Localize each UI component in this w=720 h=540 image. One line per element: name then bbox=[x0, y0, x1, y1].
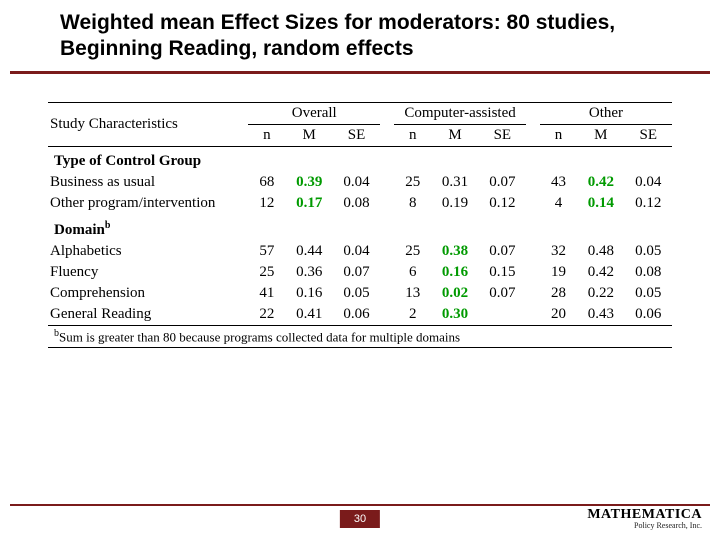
subhdr-n: n bbox=[248, 124, 285, 146]
table-row: Comprehension410.160.05130.020.07280.220… bbox=[48, 283, 672, 304]
row-label: Business as usual bbox=[48, 172, 234, 193]
row-label: Other program/intervention bbox=[48, 193, 234, 214]
cell-se: 0.05 bbox=[625, 283, 673, 304]
cell-n: 68 bbox=[248, 172, 285, 193]
cell-m: 0.43 bbox=[577, 304, 624, 326]
cell-n: 25 bbox=[248, 262, 285, 283]
cell-n: 6 bbox=[394, 262, 431, 283]
cell-m: 0.19 bbox=[431, 193, 478, 214]
cell-se: 0.12 bbox=[625, 193, 673, 214]
cell-m: 0.36 bbox=[286, 262, 333, 283]
cell-n: 12 bbox=[248, 193, 285, 214]
cell-se: 0.07 bbox=[479, 172, 526, 193]
cell-se: 0.15 bbox=[479, 262, 526, 283]
effects-table: Study Characteristics Overall Computer-a… bbox=[48, 102, 672, 348]
cell-m: 0.42 bbox=[577, 172, 624, 193]
subhdr-se: SE bbox=[625, 124, 673, 146]
cell-n: 25 bbox=[394, 241, 431, 262]
table-row: Other program/intervention120.170.0880.1… bbox=[48, 193, 672, 214]
table-container: Study Characteristics Overall Computer-a… bbox=[0, 74, 720, 348]
row-label: Alphabetics bbox=[48, 241, 234, 262]
subhdr-se: SE bbox=[333, 124, 380, 146]
cell-m: 0.14 bbox=[577, 193, 624, 214]
subhdr-se: SE bbox=[479, 124, 526, 146]
cell-se: 0.07 bbox=[479, 283, 526, 304]
header-group-computer: Computer-assisted bbox=[394, 102, 526, 124]
slide-title: Weighted mean Effect Sizes for moderator… bbox=[0, 0, 720, 71]
section-header: Type of Control Group bbox=[48, 146, 672, 172]
cell-m: 0.44 bbox=[286, 241, 333, 262]
cell-m: 0.17 bbox=[286, 193, 333, 214]
cell-n: 22 bbox=[248, 304, 285, 326]
cell-se: 0.12 bbox=[479, 193, 526, 214]
header-row-groups: Study Characteristics Overall Computer-a… bbox=[48, 102, 672, 124]
cell-n: 2 bbox=[394, 304, 431, 326]
table-row: General Reading220.410.0620.30200.430.06 bbox=[48, 304, 672, 326]
cell-n: 19 bbox=[540, 262, 577, 283]
row-label: General Reading bbox=[48, 304, 234, 326]
footer: 30 MATHEMATICA Policy Research, Inc. bbox=[0, 504, 720, 540]
cell-se: 0.06 bbox=[333, 304, 380, 326]
cell-se: 0.06 bbox=[625, 304, 673, 326]
cell-m: 0.42 bbox=[577, 262, 624, 283]
cell-n: 8 bbox=[394, 193, 431, 214]
cell-se: 0.08 bbox=[625, 262, 673, 283]
row-label: Fluency bbox=[48, 262, 234, 283]
footnote-row: bSum is greater than 80 because programs… bbox=[48, 325, 672, 347]
cell-n: 20 bbox=[540, 304, 577, 326]
subhdr-m: M bbox=[431, 124, 478, 146]
subhdr-n: n bbox=[394, 124, 431, 146]
cell-se: 0.05 bbox=[333, 283, 380, 304]
subhdr-m: M bbox=[577, 124, 624, 146]
logo-sub: Policy Research, Inc. bbox=[587, 522, 702, 530]
footnote-text: Sum is greater than 80 because programs … bbox=[59, 329, 460, 344]
table-row: Fluency 250.360.07 60.160.15 190.420.08 bbox=[48, 262, 672, 283]
cell-n: 13 bbox=[394, 283, 431, 304]
cell-n: 41 bbox=[248, 283, 285, 304]
header-group-overall: Overall bbox=[248, 102, 380, 124]
page-number: 30 bbox=[340, 510, 380, 528]
cell-n: 57 bbox=[248, 241, 285, 262]
cell-se bbox=[479, 304, 526, 326]
cell-n: 28 bbox=[540, 283, 577, 304]
cell-se: 0.08 bbox=[333, 193, 380, 214]
cell-m: 0.38 bbox=[431, 241, 478, 262]
footer-rule bbox=[10, 504, 710, 506]
subhdr-m: M bbox=[286, 124, 333, 146]
cell-se: 0.07 bbox=[479, 241, 526, 262]
header-study-characteristics: Study Characteristics bbox=[48, 102, 234, 146]
cell-n: 43 bbox=[540, 172, 577, 193]
logo: MATHEMATICA Policy Research, Inc. bbox=[587, 508, 702, 530]
cell-m: 0.31 bbox=[431, 172, 478, 193]
cell-m: 0.02 bbox=[431, 283, 478, 304]
cell-se: 0.07 bbox=[333, 262, 380, 283]
section-header: Domainb bbox=[48, 214, 672, 241]
cell-m: 0.16 bbox=[286, 283, 333, 304]
cell-m: 0.39 bbox=[286, 172, 333, 193]
cell-n: 4 bbox=[540, 193, 577, 214]
row-label: Comprehension bbox=[48, 283, 234, 304]
cell-n: 32 bbox=[540, 241, 577, 262]
cell-m: 0.30 bbox=[431, 304, 478, 326]
cell-se: 0.04 bbox=[333, 172, 380, 193]
cell-se: 0.04 bbox=[333, 241, 380, 262]
cell-m: 0.48 bbox=[577, 241, 624, 262]
cell-se: 0.05 bbox=[625, 241, 673, 262]
table-row: Business as usual680.390.04250.310.07430… bbox=[48, 172, 672, 193]
subhdr-n: n bbox=[540, 124, 577, 146]
table-row: Alphabetics 570.440.04 250.380.07 320.480.0… bbox=[48, 241, 672, 262]
logo-main: MATHEMATICA bbox=[587, 508, 702, 522]
cell-m: 0.41 bbox=[286, 304, 333, 326]
cell-n: 25 bbox=[394, 172, 431, 193]
cell-se: 0.04 bbox=[625, 172, 673, 193]
cell-m: 0.16 bbox=[431, 262, 478, 283]
cell-m: 0.22 bbox=[577, 283, 624, 304]
header-group-other: Other bbox=[540, 102, 672, 124]
